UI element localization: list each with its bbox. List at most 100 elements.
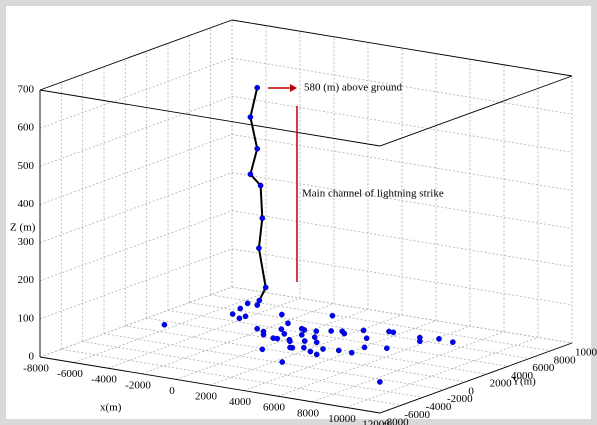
data-point bbox=[298, 332, 305, 338]
data-point bbox=[260, 328, 267, 335]
x-tick-label: 2000 bbox=[195, 391, 218, 403]
grid-line bbox=[210, 294, 551, 352]
data-point bbox=[256, 297, 263, 304]
data-point bbox=[287, 344, 293, 351]
grid-line bbox=[231, 134, 573, 191]
x-axis-label: x(m) bbox=[100, 402, 122, 414]
y-axis-label: Y(m) bbox=[512, 376, 536, 388]
data-point bbox=[237, 305, 244, 312]
data-point bbox=[335, 347, 342, 354]
data-point bbox=[242, 313, 249, 320]
data-point bbox=[298, 325, 305, 332]
grid-line bbox=[61, 348, 402, 406]
data-point bbox=[300, 344, 307, 351]
data-point bbox=[254, 84, 261, 91]
data-point bbox=[313, 328, 320, 335]
data-point bbox=[259, 215, 266, 222]
data-point bbox=[301, 338, 308, 344]
x-tick-label: -6000 bbox=[57, 368, 83, 380]
data-point bbox=[383, 345, 390, 352]
grid-line bbox=[231, 172, 573, 229]
grid-line bbox=[82, 341, 423, 398]
data-point bbox=[254, 302, 261, 308]
data-point bbox=[259, 346, 266, 353]
z-tick-label: 0 bbox=[29, 351, 35, 363]
y-tick-label: -6000 bbox=[404, 409, 430, 421]
data-point bbox=[236, 315, 243, 322]
y-tick-label: 8000 bbox=[554, 354, 577, 366]
data-point bbox=[257, 182, 264, 189]
grid-group bbox=[39, 19, 573, 414]
data-point bbox=[287, 338, 293, 345]
grid-line bbox=[231, 57, 573, 115]
x-tick-label: 12000 bbox=[362, 419, 390, 425]
data-point bbox=[436, 336, 442, 342]
data-point bbox=[329, 312, 336, 319]
marks-group bbox=[161, 84, 456, 385]
z-tick-label: 700 bbox=[18, 84, 35, 96]
y-tick-label: -2000 bbox=[447, 393, 473, 405]
grid-line bbox=[103, 333, 445, 391]
grid-line bbox=[146, 317, 487, 375]
data-point bbox=[339, 328, 346, 335]
data-point bbox=[348, 349, 355, 356]
plot-area bbox=[6, 6, 591, 419]
box-edge bbox=[39, 356, 381, 414]
data-point bbox=[307, 348, 314, 355]
box-edge bbox=[379, 75, 573, 147]
grid-line bbox=[231, 248, 573, 306]
z-tick-label: 200 bbox=[18, 274, 35, 286]
data-point bbox=[390, 329, 397, 336]
y-tick-label: 10000 bbox=[575, 347, 597, 359]
y-tick-label: -8000 bbox=[383, 417, 409, 425]
annotation: Main channel of lightning strike bbox=[302, 188, 444, 200]
data-point bbox=[360, 327, 367, 334]
z-tick-label: 100 bbox=[18, 312, 35, 324]
x-tick-label: -2000 bbox=[125, 379, 151, 391]
z-axis-label: Z (m) bbox=[10, 222, 36, 234]
data-point bbox=[278, 326, 285, 332]
annotation-arrowhead bbox=[290, 84, 297, 92]
data-point bbox=[254, 145, 261, 152]
data-point bbox=[161, 321, 168, 328]
grid-line bbox=[231, 95, 573, 153]
data-point bbox=[285, 320, 291, 327]
x-tick-label: 4000 bbox=[229, 396, 252, 408]
z-tick-label: 400 bbox=[18, 198, 35, 210]
data-point bbox=[376, 379, 383, 385]
data-point bbox=[281, 331, 288, 337]
data-point bbox=[361, 344, 368, 351]
grid-line bbox=[231, 210, 573, 268]
grid-line bbox=[189, 302, 530, 359]
data-point bbox=[311, 334, 318, 341]
data-point bbox=[320, 346, 326, 352]
data-point bbox=[244, 300, 251, 307]
grid-line bbox=[167, 309, 509, 367]
x-tick-label: 6000 bbox=[263, 402, 286, 414]
data-point bbox=[247, 114, 254, 120]
data-point bbox=[313, 339, 320, 346]
data-point bbox=[270, 335, 277, 341]
annotation: 580 (m) above ground bbox=[304, 82, 403, 94]
x-tick-label: -8000 bbox=[23, 363, 49, 375]
grid-line bbox=[231, 286, 573, 344]
data-point bbox=[449, 339, 456, 345]
grid-line bbox=[125, 325, 466, 383]
y-tick-label: 2000 bbox=[490, 378, 512, 390]
data-point bbox=[229, 311, 236, 317]
z-tick-label: 600 bbox=[18, 122, 35, 134]
data-point bbox=[279, 359, 286, 365]
x-tick-label: -4000 bbox=[91, 374, 117, 386]
data-point bbox=[363, 335, 370, 342]
box-edge bbox=[231, 19, 573, 77]
y-tick-label: 4000 bbox=[511, 370, 534, 382]
box-edge bbox=[39, 19, 233, 91]
box-edges bbox=[39, 19, 573, 414]
data-point bbox=[328, 328, 334, 334]
z-tick-label: 300 bbox=[18, 236, 35, 248]
x-tick-label: 10000 bbox=[328, 413, 356, 425]
data-point bbox=[256, 245, 262, 252]
data-point bbox=[254, 325, 261, 332]
